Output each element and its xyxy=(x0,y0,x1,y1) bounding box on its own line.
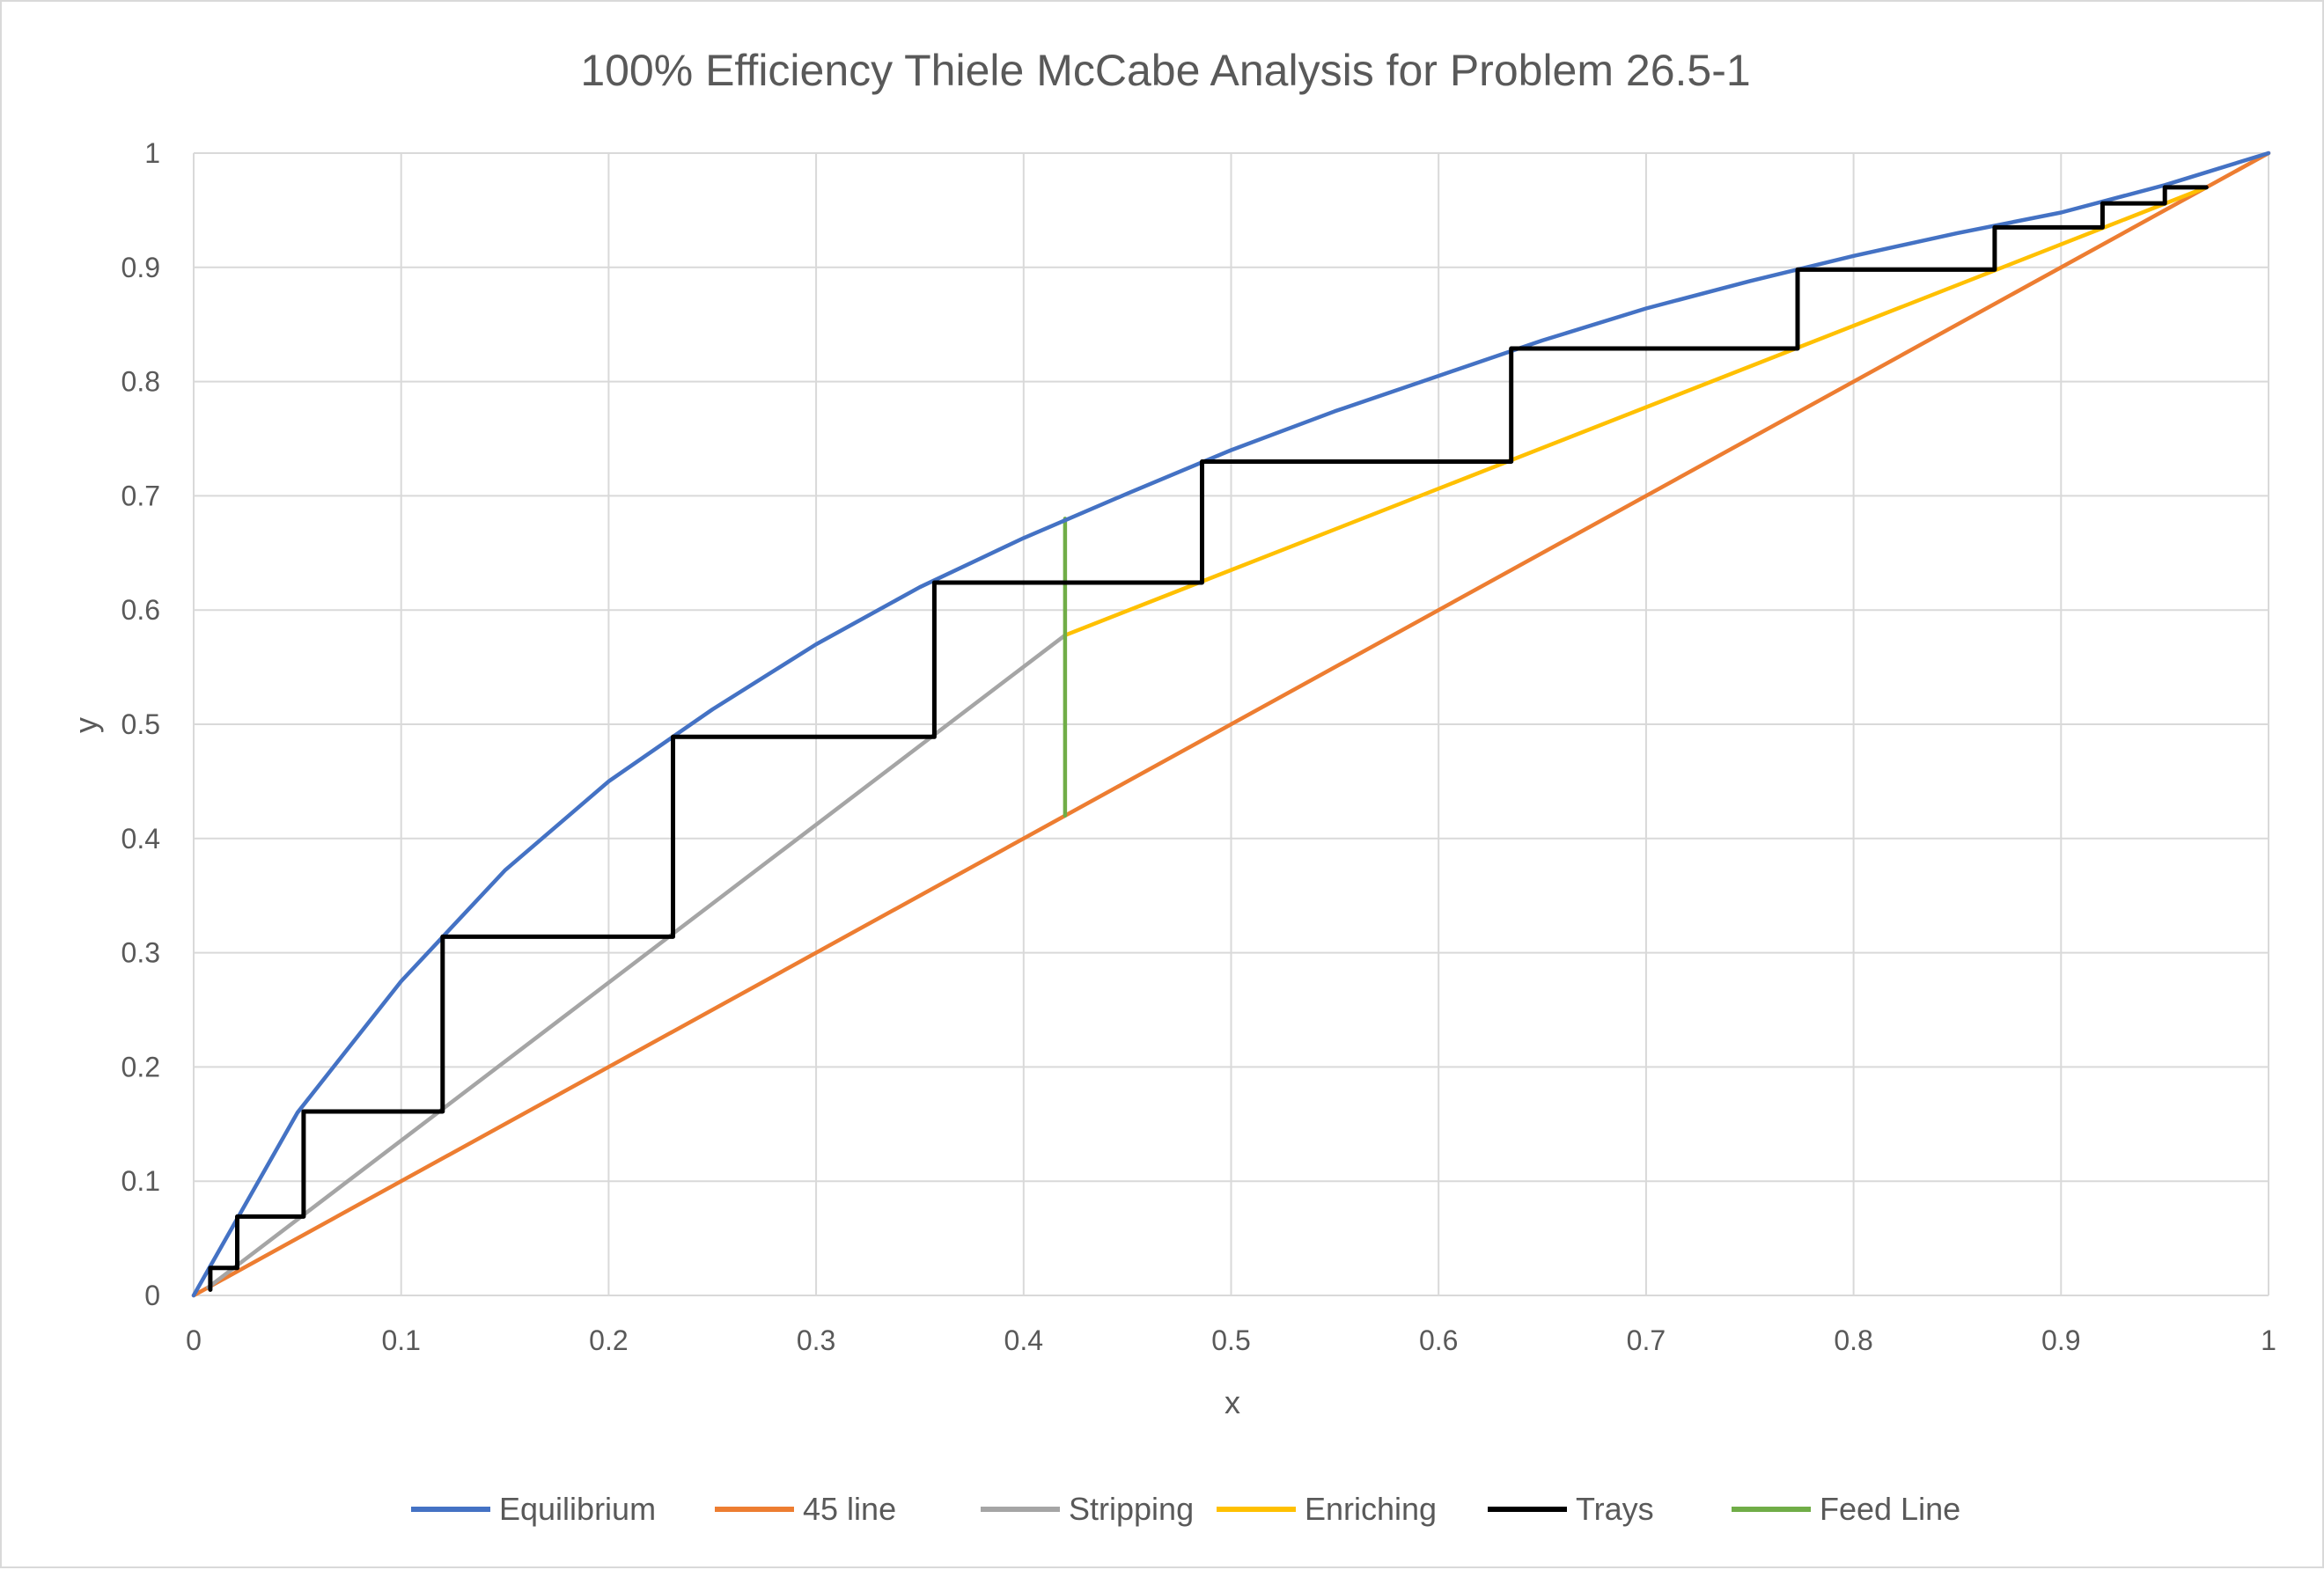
x-tick-label: 0.6 xyxy=(1419,1324,1458,1356)
x-tick-label: 0 xyxy=(186,1324,202,1356)
legend-label-feed-line: Feed Line xyxy=(1820,1491,1960,1527)
x-tick-label: 0.8 xyxy=(1834,1324,1872,1356)
x-tick-label: 0.1 xyxy=(381,1324,420,1356)
x-tick-label: 0.4 xyxy=(1004,1324,1043,1356)
y-tick-label: 0.9 xyxy=(121,252,160,283)
y-tick-labels: 0 0.1 0.2 0.3 0.4 0.5 0.6 0.7 0.8 0.9 1 xyxy=(121,137,160,1311)
x-tick-label: 0.9 xyxy=(2041,1324,2080,1356)
y-tick-label: 0.8 xyxy=(121,366,160,398)
x-tick-label: 0.7 xyxy=(1627,1324,1666,1356)
legend-label-trays: Trays xyxy=(1576,1491,1654,1527)
y-axis-label: y xyxy=(68,717,104,733)
legend: Equilibrium 45 line Stripping Enriching Tray… xyxy=(411,1491,1960,1527)
y-tick-label: 0.4 xyxy=(121,823,160,855)
legend-label-stripping: Stripping xyxy=(1069,1491,1194,1527)
y-tick-label: 0.2 xyxy=(121,1051,160,1082)
x-tick-label: 0.2 xyxy=(589,1324,628,1356)
x-axis-label: x xyxy=(1225,1384,1240,1420)
series-lines xyxy=(191,150,2271,1298)
y-tick-label: 0.1 xyxy=(121,1165,160,1197)
series-line-enriching xyxy=(1063,185,2209,638)
legend-label-45-line: 45 line xyxy=(803,1491,896,1527)
chart-title: 100% Efficiency Thiele McCabe Analysis f… xyxy=(580,46,1750,95)
legend-label-equilibrium: Equilibrium xyxy=(499,1491,656,1527)
series-line-equilibrium xyxy=(191,150,2271,1298)
x-tick-labels: 0 0.1 0.2 0.3 0.4 0.5 0.6 0.7 0.8 0.9 1 xyxy=(186,1324,2276,1356)
x-tick-label: 0.3 xyxy=(797,1324,835,1356)
series-line-trays xyxy=(208,185,2209,1292)
series-line-stripping xyxy=(206,633,1068,1290)
x-tick-label: 1 xyxy=(2261,1324,2276,1356)
y-tick-label: 0 xyxy=(144,1280,160,1311)
series-line-45-line xyxy=(191,150,2271,1298)
legend-label-enriching: Enriching xyxy=(1305,1491,1437,1527)
y-tick-label: 1 xyxy=(144,137,160,169)
y-tick-label: 0.6 xyxy=(121,594,160,626)
x-tick-label: 0.5 xyxy=(1211,1324,1250,1356)
y-tick-label: 0.3 xyxy=(121,937,160,969)
y-tick-label: 0.5 xyxy=(121,708,160,740)
y-tick-label: 0.7 xyxy=(121,480,160,511)
